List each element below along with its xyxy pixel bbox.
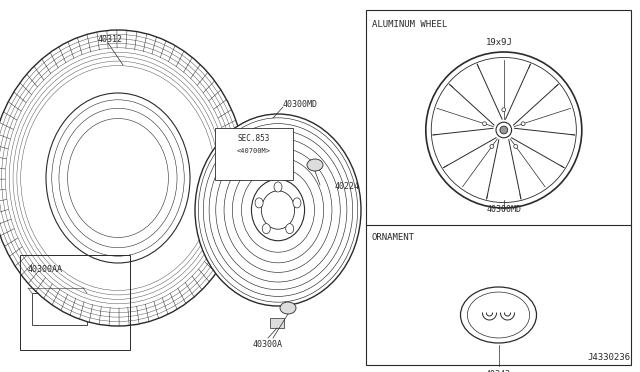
Text: ALUMINUM WHEEL: ALUMINUM WHEEL (372, 20, 447, 29)
Ellipse shape (490, 144, 494, 148)
Text: ORNAMENT: ORNAMENT (372, 233, 415, 242)
Polygon shape (454, 138, 499, 193)
Ellipse shape (431, 57, 577, 202)
Bar (20, 255, 130, 350)
Ellipse shape (261, 191, 294, 229)
Ellipse shape (262, 224, 270, 234)
Text: 40300A: 40300A (253, 340, 283, 349)
Ellipse shape (426, 52, 582, 208)
Ellipse shape (274, 182, 282, 192)
Ellipse shape (0, 30, 246, 326)
Ellipse shape (285, 224, 294, 234)
Ellipse shape (307, 159, 323, 171)
Ellipse shape (195, 114, 361, 306)
Ellipse shape (280, 302, 296, 314)
Ellipse shape (467, 292, 530, 338)
Text: J4330236: J4330236 (587, 353, 630, 362)
Bar (32, 293, 87, 325)
Ellipse shape (293, 198, 301, 208)
Ellipse shape (483, 122, 486, 126)
Ellipse shape (500, 126, 508, 134)
Text: SEC.853: SEC.853 (238, 134, 270, 143)
Ellipse shape (255, 198, 263, 208)
Polygon shape (493, 59, 515, 119)
Polygon shape (509, 138, 554, 193)
Text: 40300MD: 40300MD (283, 100, 318, 109)
Polygon shape (513, 98, 574, 128)
Text: 40300MD: 40300MD (486, 205, 522, 214)
Ellipse shape (46, 93, 190, 263)
Ellipse shape (521, 122, 525, 126)
Text: 40300AA: 40300AA (28, 265, 63, 274)
Bar (366, 10, 631, 365)
Ellipse shape (514, 144, 518, 148)
Polygon shape (434, 98, 494, 128)
Text: 40224: 40224 (335, 182, 360, 191)
Text: 19x9J: 19x9J (485, 38, 512, 47)
Ellipse shape (252, 179, 305, 241)
Ellipse shape (502, 108, 506, 112)
Bar (215, 128, 293, 180)
Text: <40700M>: <40700M> (237, 148, 271, 154)
Bar (270, 318, 284, 328)
Ellipse shape (461, 287, 536, 343)
Text: 40312: 40312 (98, 35, 123, 44)
Ellipse shape (496, 122, 511, 138)
Text: 40343: 40343 (486, 370, 511, 372)
